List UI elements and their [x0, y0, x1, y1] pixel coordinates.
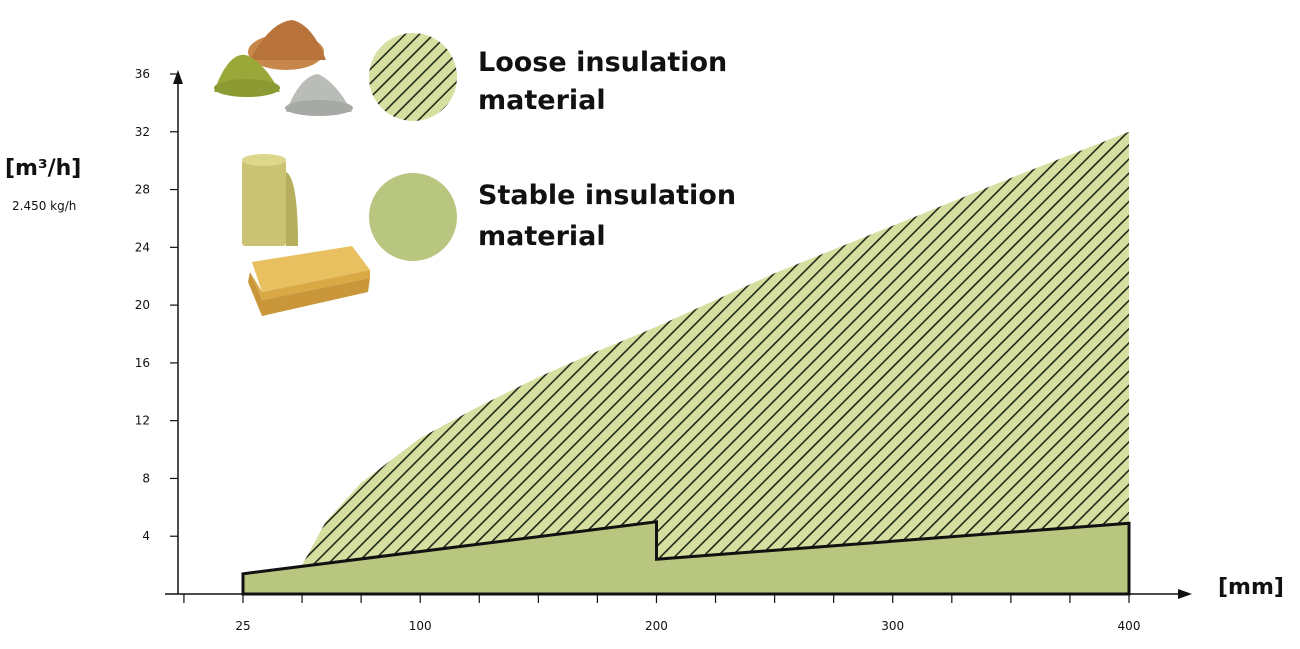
x-tick-label: 200	[645, 619, 668, 633]
legend-stable-label-line2: material	[478, 221, 606, 252]
y-tick-label: 32	[135, 125, 150, 139]
y-tick-label: 36	[135, 67, 150, 81]
y-tick-label: 4	[142, 529, 150, 543]
y-axis-arrow	[173, 70, 183, 84]
x-tick-label: 25	[235, 619, 250, 633]
y-tick-label: 8	[142, 471, 150, 485]
stable-material-illustration	[242, 154, 370, 316]
y-tick-label: 28	[135, 183, 150, 197]
y-tick-label: 12	[135, 414, 150, 428]
loose-material-illustration	[214, 20, 353, 116]
legend-stable-label-line1: Stable insulation	[478, 180, 736, 211]
x-ticks: 25 100 200 300 400	[183, 594, 1141, 633]
x-axis-arrow	[1178, 589, 1192, 599]
y-tick-label: 24	[135, 240, 150, 254]
legend-loose-label-line1: Loose insulation	[478, 47, 727, 78]
y-tick-label: 20	[135, 298, 150, 312]
loose-insulation-area	[302, 131, 1130, 566]
x-tick-label: 300	[881, 619, 904, 633]
x-unit-label: [mm]	[1218, 575, 1284, 600]
x-tick-label: 400	[1118, 619, 1141, 633]
y-subtitle: 2.450 kg/h	[12, 199, 76, 213]
legend-stable-swatch	[369, 173, 457, 261]
legend-loose-label-line2: material	[478, 85, 606, 116]
y-tick-label: 16	[135, 356, 150, 370]
x-tick-label: 100	[409, 619, 432, 633]
y-unit-label: [m³/h]	[5, 156, 81, 181]
y-ticks: 4 8 12 16 20 24 28 32 36	[135, 67, 178, 543]
legend-loose-swatch	[369, 33, 457, 121]
